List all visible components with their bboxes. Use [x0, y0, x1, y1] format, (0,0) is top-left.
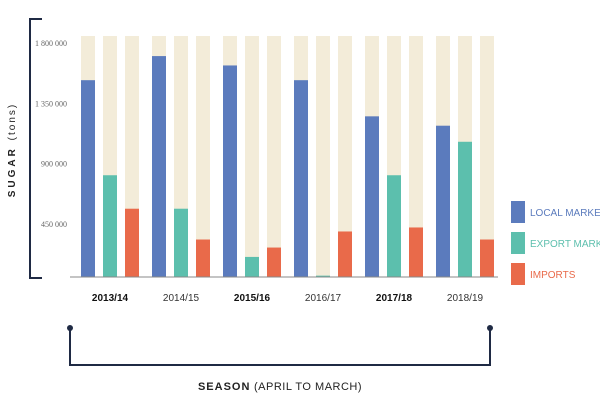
y-tick-label: 900 000	[41, 160, 67, 169]
legend-label-local-market: LOCAL MARKET	[530, 208, 600, 219]
bar-export-market-2013-14	[103, 175, 117, 277]
bar-local-market-2015-16	[223, 65, 237, 277]
x-axis-label: SEASON (APRIL TO MARCH)	[198, 381, 362, 393]
y-axis-bracket	[29, 18, 42, 279]
legend-label-export-market: EXPORT MARKET	[530, 239, 600, 250]
legend-swatch-export-market	[511, 232, 525, 254]
legend: LOCAL MARKET EXPORT MARKET IMPORTS	[511, 201, 600, 285]
bar-imports-2017-18	[409, 227, 423, 277]
bar-local-market-2013-14	[81, 80, 95, 277]
bar-local-market-2018-19	[436, 125, 450, 277]
y-tick-label: 1 800 000	[35, 39, 67, 48]
category-label: 2018/19	[447, 293, 484, 304]
bar-backgrounds	[81, 36, 494, 277]
x-axis-bracket	[69, 329, 491, 366]
y-tick-label: 1 350 000	[35, 99, 67, 108]
bar-export-market-2016-17	[316, 275, 330, 277]
category-label: 2015/16	[234, 293, 271, 304]
bars	[81, 56, 494, 278]
bar-background	[196, 36, 210, 277]
category-label: 2013/14	[92, 293, 129, 304]
bar-export-market-2015-16	[245, 256, 259, 277]
legend-swatch-imports	[511, 263, 525, 285]
bracket-end-right	[487, 325, 493, 331]
bar-background	[409, 36, 423, 277]
bar-imports-2016-17	[338, 231, 352, 277]
bar-export-market-2014-15	[174, 208, 188, 277]
bar-export-market-2018-19	[458, 141, 472, 277]
category-label: 2017/18	[376, 293, 413, 304]
bar-imports-2015-16	[267, 247, 281, 277]
bar-background	[245, 36, 259, 277]
bar-imports-2018-19	[480, 239, 494, 277]
bar-background	[267, 36, 281, 277]
category-label: 2014/15	[163, 293, 200, 304]
bar-background	[480, 36, 494, 277]
category-labels: 2013/14 2014/15 2015/16 2016/17 2017/18 2018/…	[92, 293, 484, 304]
bar-local-market-2014-15	[152, 56, 166, 278]
bar-local-market-2017-18	[365, 116, 379, 277]
bar-background	[338, 36, 352, 277]
category-label: 2016/17	[305, 293, 342, 304]
bar-imports-2014-15	[196, 239, 210, 277]
legend-label-imports: IMPORTS	[530, 270, 576, 281]
y-tick-labels: 450 000 900 000 1 350 000 1 800 000	[35, 39, 67, 229]
bar-local-market-2016-17	[294, 80, 308, 277]
y-axis-label: SUGAR (tons)	[7, 103, 18, 197]
y-tick-label: 450 000	[41, 220, 67, 229]
bar-export-market-2017-18	[387, 175, 401, 277]
bar-imports-2013-14	[125, 208, 139, 277]
bracket-end-left	[67, 325, 73, 331]
bar-background	[316, 36, 330, 277]
legend-swatch-local-market	[511, 201, 525, 223]
